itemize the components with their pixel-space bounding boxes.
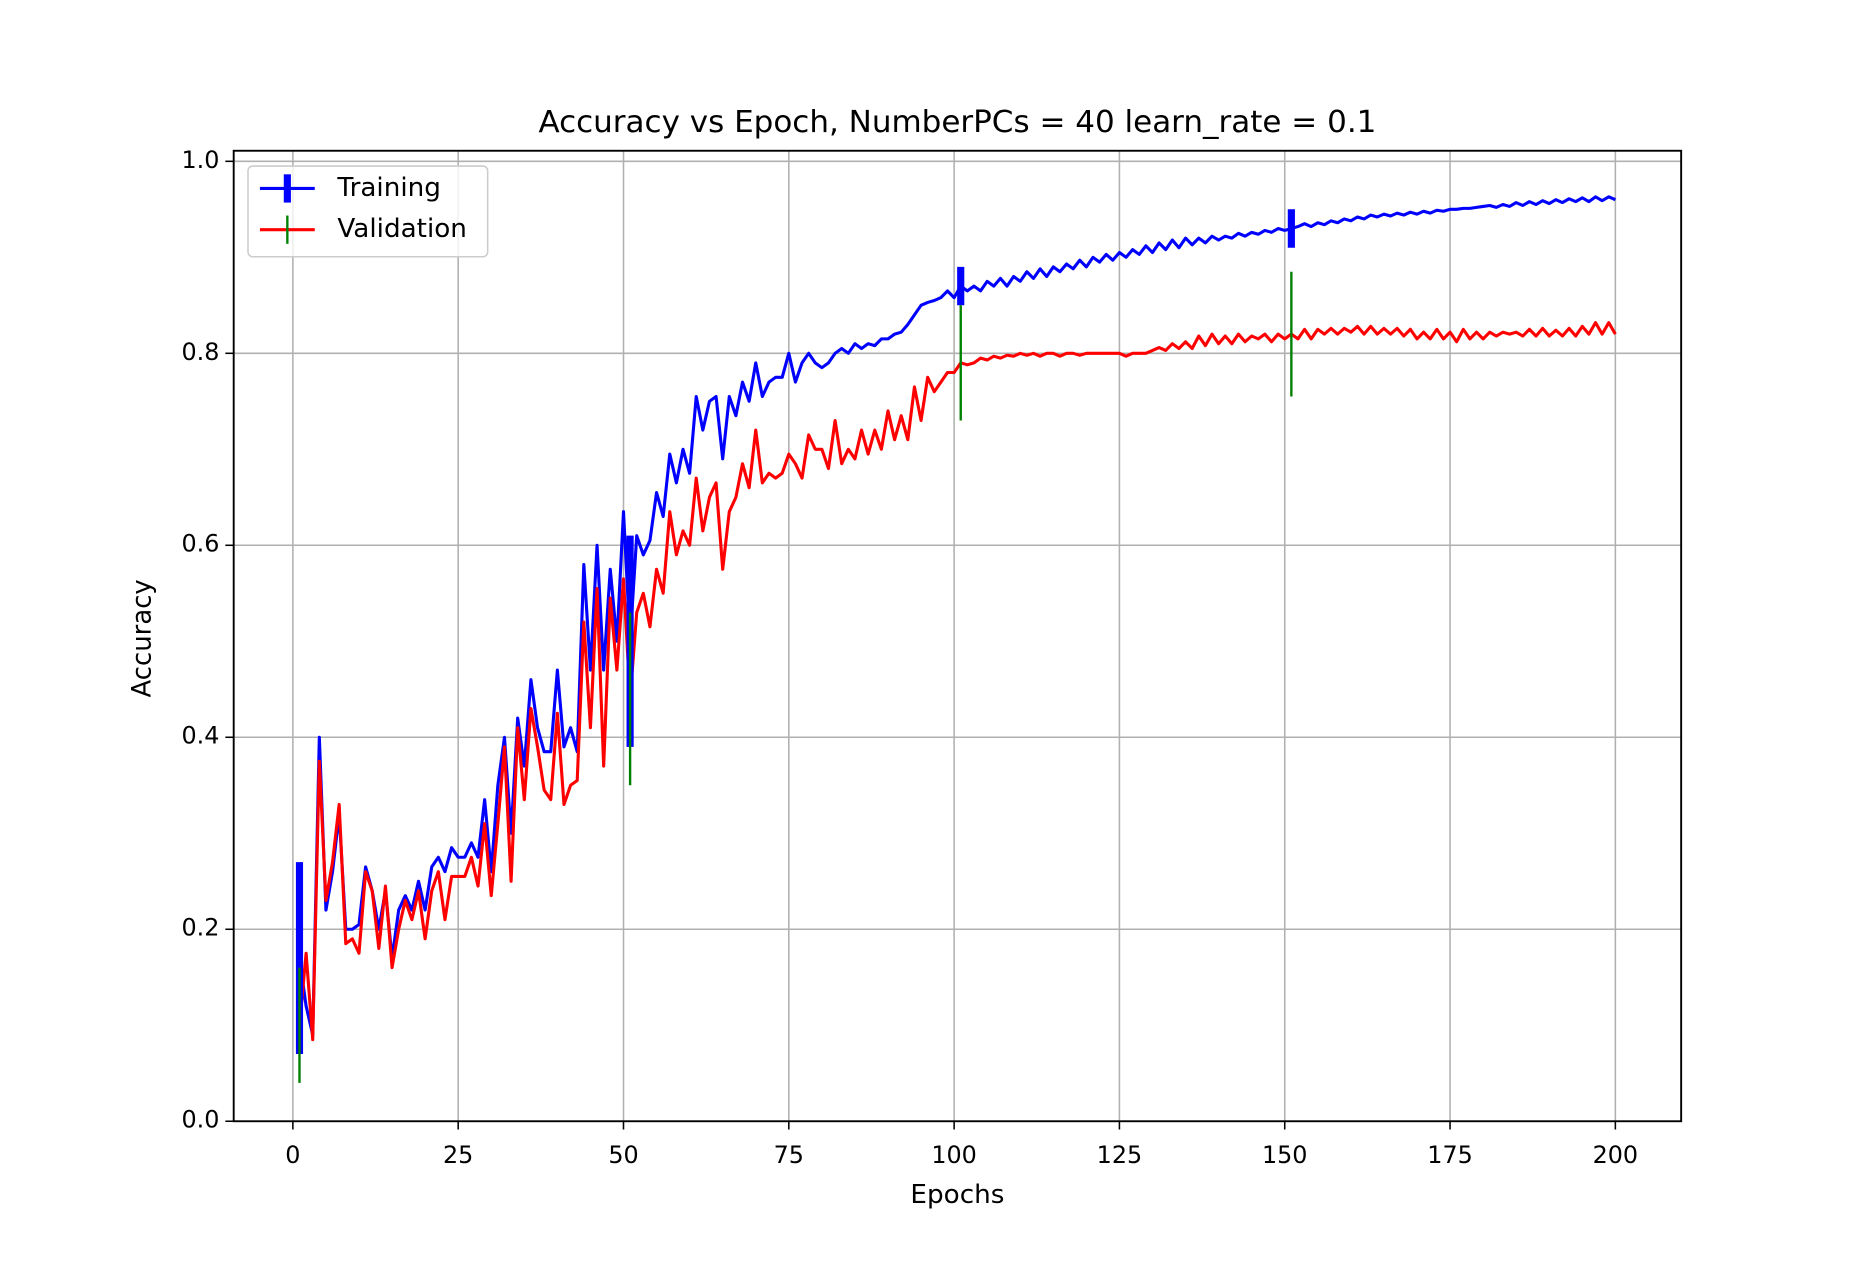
- x-tick-label: 25: [443, 1141, 473, 1169]
- x-tick-label: 175: [1427, 1141, 1472, 1169]
- y-tick-label: 0.4: [181, 722, 219, 750]
- y-tick-label: 0.0: [181, 1106, 219, 1134]
- x-tick-label: 75: [774, 1141, 804, 1169]
- y-tick-label: 0.6: [181, 530, 219, 558]
- y-tick-label: 0.8: [181, 338, 219, 366]
- x-tick-label: 150: [1262, 1141, 1307, 1169]
- series-line: [297, 321, 1617, 1042]
- legend-label: Training: [336, 173, 440, 203]
- x-tick-label: 200: [1593, 1141, 1638, 1169]
- x-tick-label: 0: [285, 1141, 300, 1169]
- chart-title: Accuracy vs Epoch, NumberPCs = 40 learn_…: [538, 104, 1376, 140]
- x-axis-label: Epochs: [910, 1180, 1004, 1210]
- x-tick-label: 50: [608, 1141, 638, 1169]
- legend-label: Validation: [337, 214, 466, 244]
- axes-frame: [232, 149, 1683, 1123]
- y-tick-label: 1.0: [181, 146, 219, 174]
- y-tick-label: 0.2: [181, 914, 219, 942]
- y-axis-label: Accuracy: [127, 579, 157, 697]
- x-tick-label: 125: [1097, 1141, 1142, 1169]
- x-tick-label: 100: [931, 1141, 976, 1169]
